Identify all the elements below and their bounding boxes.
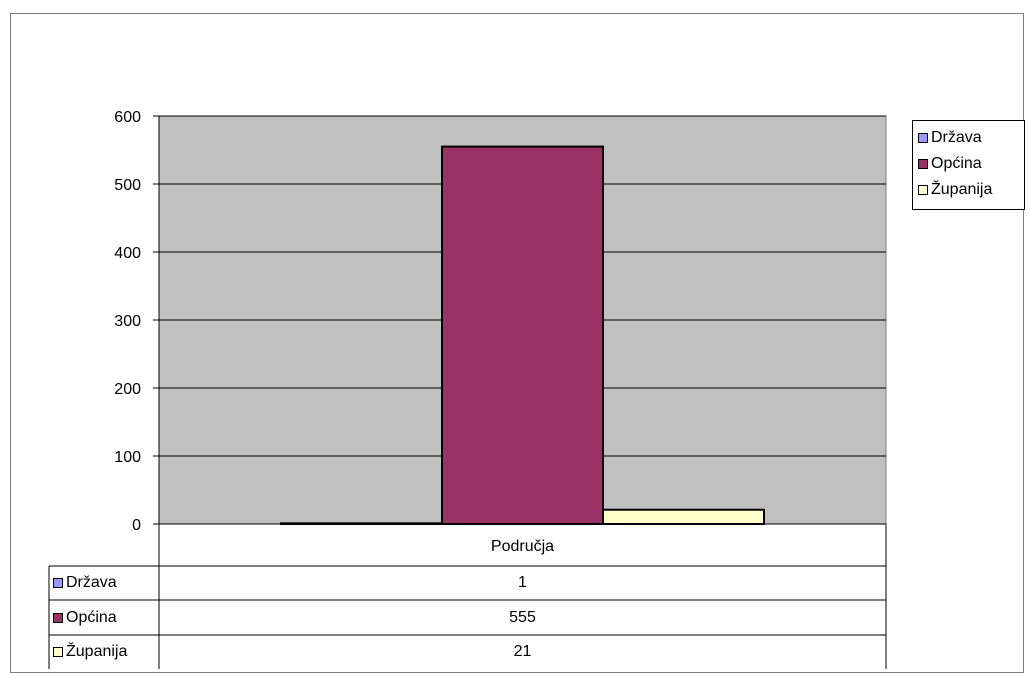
data-table-value-opcina: 555 xyxy=(509,608,536,626)
legend-item-drzava: Država xyxy=(918,125,1024,151)
data-table-swatch-opcina xyxy=(53,612,63,623)
legend-label-zupanija: Županija xyxy=(931,181,993,198)
y-tick-label-0: 0 xyxy=(132,517,141,534)
y-tick-label-400: 400 xyxy=(114,245,141,262)
data-table-value-zupanija: 21 xyxy=(513,643,532,660)
y-tick-label-600: 600 xyxy=(114,109,141,126)
data-table-row-label-zupanija: Županija xyxy=(49,635,159,669)
data-table-row-label-drzava: Država xyxy=(49,566,159,600)
y-tick-label-300: 300 xyxy=(114,313,141,330)
data-table-row-label-opcina: Općina xyxy=(49,600,159,635)
legend-swatch-drzava xyxy=(918,133,928,143)
legend-item-zupanija: Županija xyxy=(918,177,1024,203)
legend-label-drzava: Država xyxy=(931,129,982,146)
data-table-swatch-drzava xyxy=(53,578,63,588)
y-tick-label-200: 200 xyxy=(114,381,141,398)
bar-zupanija xyxy=(602,508,765,526)
bar-opcina xyxy=(441,145,604,525)
data-table-value-drzava: 1 xyxy=(518,574,527,591)
legend-swatch-zupanija xyxy=(918,185,928,195)
data-table-series-name-drzava: Država xyxy=(66,574,117,591)
legend-swatch-opcina xyxy=(918,159,928,169)
y-tick-label-500: 500 xyxy=(114,177,141,194)
data-table-series-name-zupanija: Županija xyxy=(66,643,128,660)
legend-item-opcina: Općina xyxy=(918,151,1024,177)
y-tick-label-100: 100 xyxy=(114,449,141,466)
legend-label-opcina: Općina xyxy=(931,155,982,172)
legend: Država Općina Županija xyxy=(912,120,1025,210)
data-table-series-name-opcina: Općina xyxy=(66,608,117,626)
data-table-category-header: Područja xyxy=(490,537,555,555)
data-table-swatch-zupanija xyxy=(53,647,63,657)
